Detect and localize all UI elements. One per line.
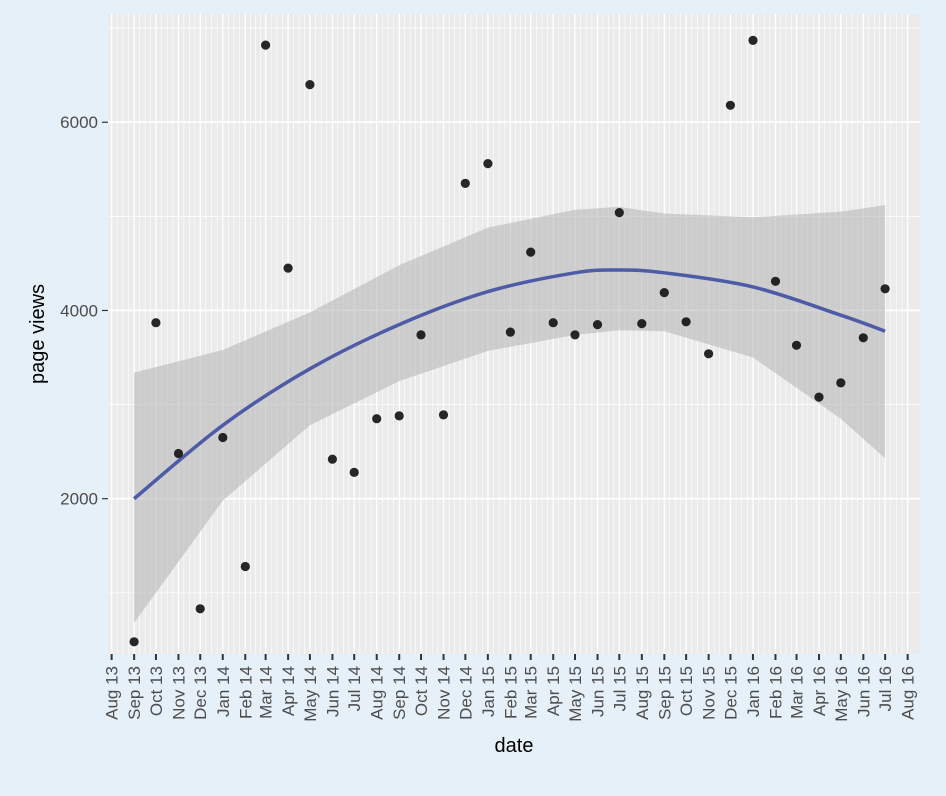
data-point xyxy=(283,263,293,273)
data-point xyxy=(460,178,470,188)
data-point xyxy=(570,330,580,340)
x-tick-label: Dec 15 xyxy=(721,666,740,720)
x-tick-label: Jul 14 xyxy=(345,666,364,711)
x-tick-label: Dec 13 xyxy=(191,666,210,720)
data-point xyxy=(704,349,714,359)
x-tick-label: Jan 15 xyxy=(479,666,498,717)
data-point xyxy=(218,432,228,443)
smooth-fit-line xyxy=(132,268,886,501)
x-tick-label: Feb 14 xyxy=(236,666,255,719)
x-tick-label: Sep 15 xyxy=(655,666,674,720)
x-tick-label: Nov 14 xyxy=(435,666,454,720)
x-tick-label: Apr 14 xyxy=(279,666,298,716)
data-point xyxy=(438,410,449,420)
x-tick-label: Jun 14 xyxy=(323,666,342,717)
y-tick-label: 6000 xyxy=(60,113,98,132)
x-tick-label: Mar 15 xyxy=(522,666,541,719)
x-tick-label: Sep 13 xyxy=(125,666,144,720)
data-point xyxy=(195,604,205,614)
x-tick-label: Jul 16 xyxy=(876,666,895,711)
data-point xyxy=(791,340,802,350)
data-point xyxy=(394,411,404,421)
x-tick-label: Jun 16 xyxy=(854,666,873,717)
y-tick-label: 4000 xyxy=(60,301,98,320)
data-point xyxy=(725,100,736,110)
data-point xyxy=(240,561,250,572)
data-point xyxy=(592,320,603,330)
x-tick-label: Oct 13 xyxy=(147,666,166,716)
data-point xyxy=(483,159,493,169)
x-tick-label: Aug 15 xyxy=(633,666,652,720)
x-tick-label: Feb 15 xyxy=(501,666,520,719)
data-point xyxy=(349,467,359,477)
data-point xyxy=(151,318,161,328)
data-point xyxy=(637,319,647,329)
x-tick-label: Jun 15 xyxy=(589,666,608,717)
data-point xyxy=(770,276,781,286)
x-tick-label: Sep 14 xyxy=(390,666,409,720)
y-tick-label: 2000 xyxy=(60,490,98,509)
x-tick-label: Nov 15 xyxy=(700,666,719,720)
x-tick-label: Jul 15 xyxy=(610,666,629,711)
y-axis-title: page views xyxy=(27,284,49,384)
data-point xyxy=(327,454,337,464)
data-point xyxy=(614,208,624,218)
x-tick-label: May 16 xyxy=(832,666,851,722)
data-points xyxy=(129,35,890,647)
x-tick-label: Mar 14 xyxy=(257,666,276,719)
x-tick-label: Aug 14 xyxy=(368,666,387,720)
data-point xyxy=(129,637,139,647)
data-point xyxy=(748,35,758,46)
x-tick-label: Aug 13 xyxy=(103,666,122,720)
x-tick-label: Mar 16 xyxy=(788,666,807,719)
data-point xyxy=(173,448,184,459)
smooth-line xyxy=(132,268,886,501)
x-axis-title: date xyxy=(495,735,534,757)
x-tick-label: Feb 16 xyxy=(766,666,785,719)
x-tick-label: Apr 16 xyxy=(810,666,829,716)
y-axis: 2000 4000 6000 xyxy=(60,113,108,509)
data-point xyxy=(836,378,846,388)
data-point xyxy=(681,317,691,327)
data-point xyxy=(416,330,426,340)
data-point xyxy=(814,392,824,402)
data-point xyxy=(659,288,669,298)
data-point xyxy=(372,414,382,424)
x-tick-label: Jan 16 xyxy=(744,666,763,717)
confidence-band-area xyxy=(134,205,886,623)
data-point xyxy=(548,318,558,328)
data-point xyxy=(505,327,515,337)
x-tick-label: Aug 16 xyxy=(899,666,918,720)
confidence-band xyxy=(134,205,886,623)
data-point xyxy=(261,40,271,50)
data-point xyxy=(305,80,315,90)
x-tick-label: May 14 xyxy=(301,666,320,722)
data-point xyxy=(858,333,868,343)
x-tick-label: Oct 14 xyxy=(412,666,431,716)
x-tick-label: Apr 15 xyxy=(544,666,563,716)
data-point xyxy=(880,284,890,294)
x-tick-label: Oct 15 xyxy=(677,666,696,716)
x-tick-label: Nov 13 xyxy=(169,666,188,720)
x-tick-label: Dec 14 xyxy=(456,666,475,720)
x-tick-label: May 15 xyxy=(566,666,585,722)
data-point xyxy=(526,247,536,257)
x-axis: Aug 13 Sep 13 Oct 13 Nov 13 Dec 13 Jan 14 Feb … xyxy=(103,654,918,722)
x-tick-label: Jan 14 xyxy=(214,666,233,717)
